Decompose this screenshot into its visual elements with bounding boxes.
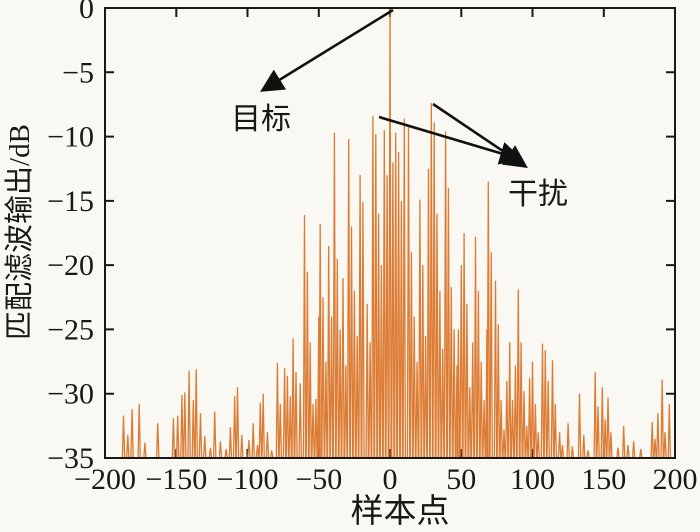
x-tick-label: 150 xyxy=(581,463,626,496)
x-tick-label: 200 xyxy=(653,463,698,496)
x-tick-label: −150 xyxy=(145,463,207,496)
y-axis-label: 匹配滤波输出/dB xyxy=(4,124,36,340)
y-tick-labels: 0 −5 −10 −15 −20 −25 −30 −35 xyxy=(47,0,94,475)
annotation-arrow xyxy=(378,115,524,165)
y-tick-label: −10 xyxy=(47,121,94,154)
y-tick-label: 0 xyxy=(79,0,94,25)
annotation-arrow xyxy=(260,8,394,92)
annotation-arrows xyxy=(260,8,528,168)
y-tick-label: −5 xyxy=(62,56,94,89)
annotation-target-label: 目标 xyxy=(231,103,291,136)
y-tick-label: −35 xyxy=(47,442,94,475)
y-tick-label: −15 xyxy=(47,185,94,218)
y-tick-label: −20 xyxy=(47,249,94,282)
x-tick-label: −100 xyxy=(217,463,279,496)
x-tick-label: 100 xyxy=(510,463,555,496)
x-tick-label: −200 xyxy=(74,463,136,496)
x-axis-label: 样本点 xyxy=(350,494,450,530)
x-tick-label: −50 xyxy=(295,463,342,496)
signal-line xyxy=(105,7,675,459)
y-tick-label: −30 xyxy=(47,378,94,411)
x-tick-label: 0 xyxy=(383,463,398,496)
x-tick-label: 50 xyxy=(446,463,476,496)
x-tick-labels: −200 −150 −100 −50 0 50 100 150 200 xyxy=(74,463,697,496)
y-tick-label: −25 xyxy=(47,313,94,346)
annotation-jamming-label: 干扰 xyxy=(508,178,568,211)
axis-box xyxy=(104,7,676,459)
annotation-arrow xyxy=(432,102,528,168)
